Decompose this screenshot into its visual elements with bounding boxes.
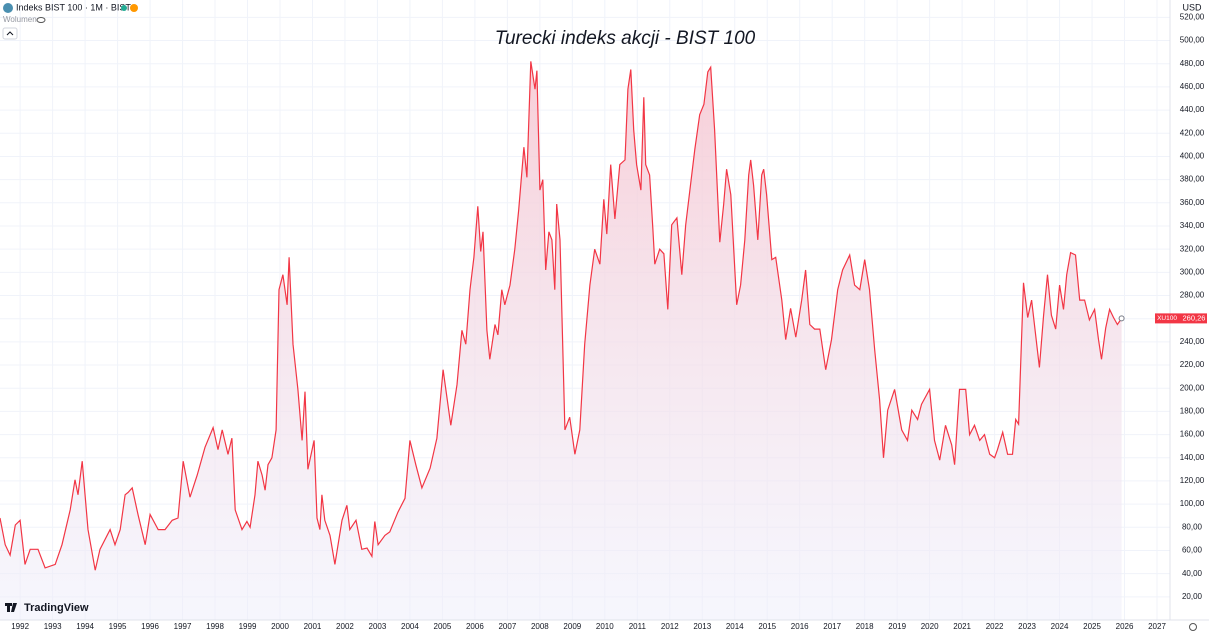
brand: TradingView xyxy=(5,602,89,614)
x-tick-label: 2005 xyxy=(434,622,452,631)
x-tick-label: 2009 xyxy=(563,622,581,631)
y-tick-label: 400,00 xyxy=(1180,152,1205,161)
x-tick-label: 1994 xyxy=(76,622,94,631)
last-point xyxy=(1118,315,1125,322)
y-tick-label: 300,00 xyxy=(1180,267,1205,276)
price-tag xyxy=(1155,313,1207,324)
y-tick-label: 240,00 xyxy=(1180,337,1205,346)
y-tick-label: 100,00 xyxy=(1180,499,1205,508)
x-tick-label: 2025 xyxy=(1083,622,1101,631)
status-badge xyxy=(130,4,138,12)
y-tick-label: 20,00 xyxy=(1182,592,1203,601)
x-tick-label: 2011 xyxy=(629,622,647,631)
x-tick-label: 2007 xyxy=(498,622,516,631)
header: Indeks BIST 100 · 1M · BIST Wolumen USD xyxy=(2,2,1202,40)
collapse-icon xyxy=(6,31,14,36)
brand-name: TradingView xyxy=(24,602,89,614)
x-tick-label: 2008 xyxy=(531,622,549,631)
y-tick-label: 380,00 xyxy=(1180,175,1205,184)
x-tick-label: 2000 xyxy=(271,622,289,631)
y-tick-label: 420,00 xyxy=(1180,128,1205,137)
x-tick-label: 1997 xyxy=(174,622,192,631)
x-tick-label: 1996 xyxy=(141,622,159,631)
y-tick-label: 200,00 xyxy=(1180,383,1205,392)
x-tick-label: 1995 xyxy=(109,622,127,631)
y-tick-label: 360,00 xyxy=(1180,198,1205,207)
x-tick-label: 2013 xyxy=(693,622,711,631)
x-tick-label: 2004 xyxy=(401,622,419,631)
x-tick-label: 2018 xyxy=(856,622,874,631)
x-tick-label: 1993 xyxy=(44,622,62,631)
x-tick-label: 2006 xyxy=(466,622,484,631)
y-tick-label: 340,00 xyxy=(1180,221,1205,230)
collapse-button[interactable] xyxy=(2,27,18,40)
y-tick-label: 160,00 xyxy=(1180,430,1205,439)
settings-icon[interactable] xyxy=(1189,623,1197,631)
price-tag-value: 260,26 xyxy=(1183,313,1206,322)
x-tick-label: 2017 xyxy=(823,622,841,631)
y-tick-label: 320,00 xyxy=(1180,244,1205,253)
x-tick-label: 2019 xyxy=(888,622,906,631)
y-tick-label: 500,00 xyxy=(1180,36,1205,45)
price-tag-symbol: XU100 xyxy=(1157,315,1177,322)
y-tick-label: 480,00 xyxy=(1180,59,1205,68)
y-tick-label: 140,00 xyxy=(1180,453,1205,462)
line xyxy=(0,61,1123,571)
y-tick-label: 80,00 xyxy=(1182,522,1203,531)
x-tick-label: 2002 xyxy=(336,622,354,631)
y-tick-label: 60,00 xyxy=(1182,546,1203,555)
x-tick-label: 2021 xyxy=(953,622,971,631)
plot xyxy=(0,61,1125,620)
x-tick-label: 1992 xyxy=(11,622,29,631)
y-tick-label: 520,00 xyxy=(1180,12,1205,21)
x-tick-label: 2010 xyxy=(596,622,614,631)
y-tick-label: 220,00 xyxy=(1180,360,1205,369)
x-tick-label: 2016 xyxy=(791,622,809,631)
eye-icon[interactable] xyxy=(36,17,46,23)
y-tick-label: 180,00 xyxy=(1180,407,1205,416)
brand-logo xyxy=(5,603,17,612)
x-tick-label: 2027 xyxy=(1148,622,1166,631)
symbol-title: Indeks BIST 100 · 1M · BIST xyxy=(16,2,131,12)
x-tick-label: 2020 xyxy=(921,622,939,631)
x-tick-label: 2015 xyxy=(758,622,776,631)
x-tick-label: 1999 xyxy=(239,622,257,631)
x-tick-label: 2023 xyxy=(1018,622,1036,631)
x-tick-label: 2014 xyxy=(726,622,744,631)
chart-title: Turecki indeks akcji - BIST 100 xyxy=(495,28,756,49)
symbol-icon xyxy=(3,3,13,13)
x-tick-label: 2001 xyxy=(304,622,322,631)
y-tick-label: 120,00 xyxy=(1180,476,1205,485)
volume-label: Wolumen xyxy=(3,15,37,24)
y-tick-label: 280,00 xyxy=(1180,291,1205,300)
x-tick-label: 2022 xyxy=(986,622,1004,631)
y-tick-label: 40,00 xyxy=(1182,569,1203,578)
x-tick-label: 1998 xyxy=(206,622,224,631)
status-dot xyxy=(121,5,127,11)
area xyxy=(0,61,1122,620)
y-tick-label: 460,00 xyxy=(1180,82,1205,91)
x-tick-label: 2026 xyxy=(1116,622,1134,631)
x-tick-label: 2024 xyxy=(1051,622,1069,631)
x-tick-label: 2012 xyxy=(661,622,679,631)
y-tick-label: 440,00 xyxy=(1180,105,1205,114)
x-tick-label: 2003 xyxy=(369,622,387,631)
currency[interactable]: USD xyxy=(1182,2,1202,12)
